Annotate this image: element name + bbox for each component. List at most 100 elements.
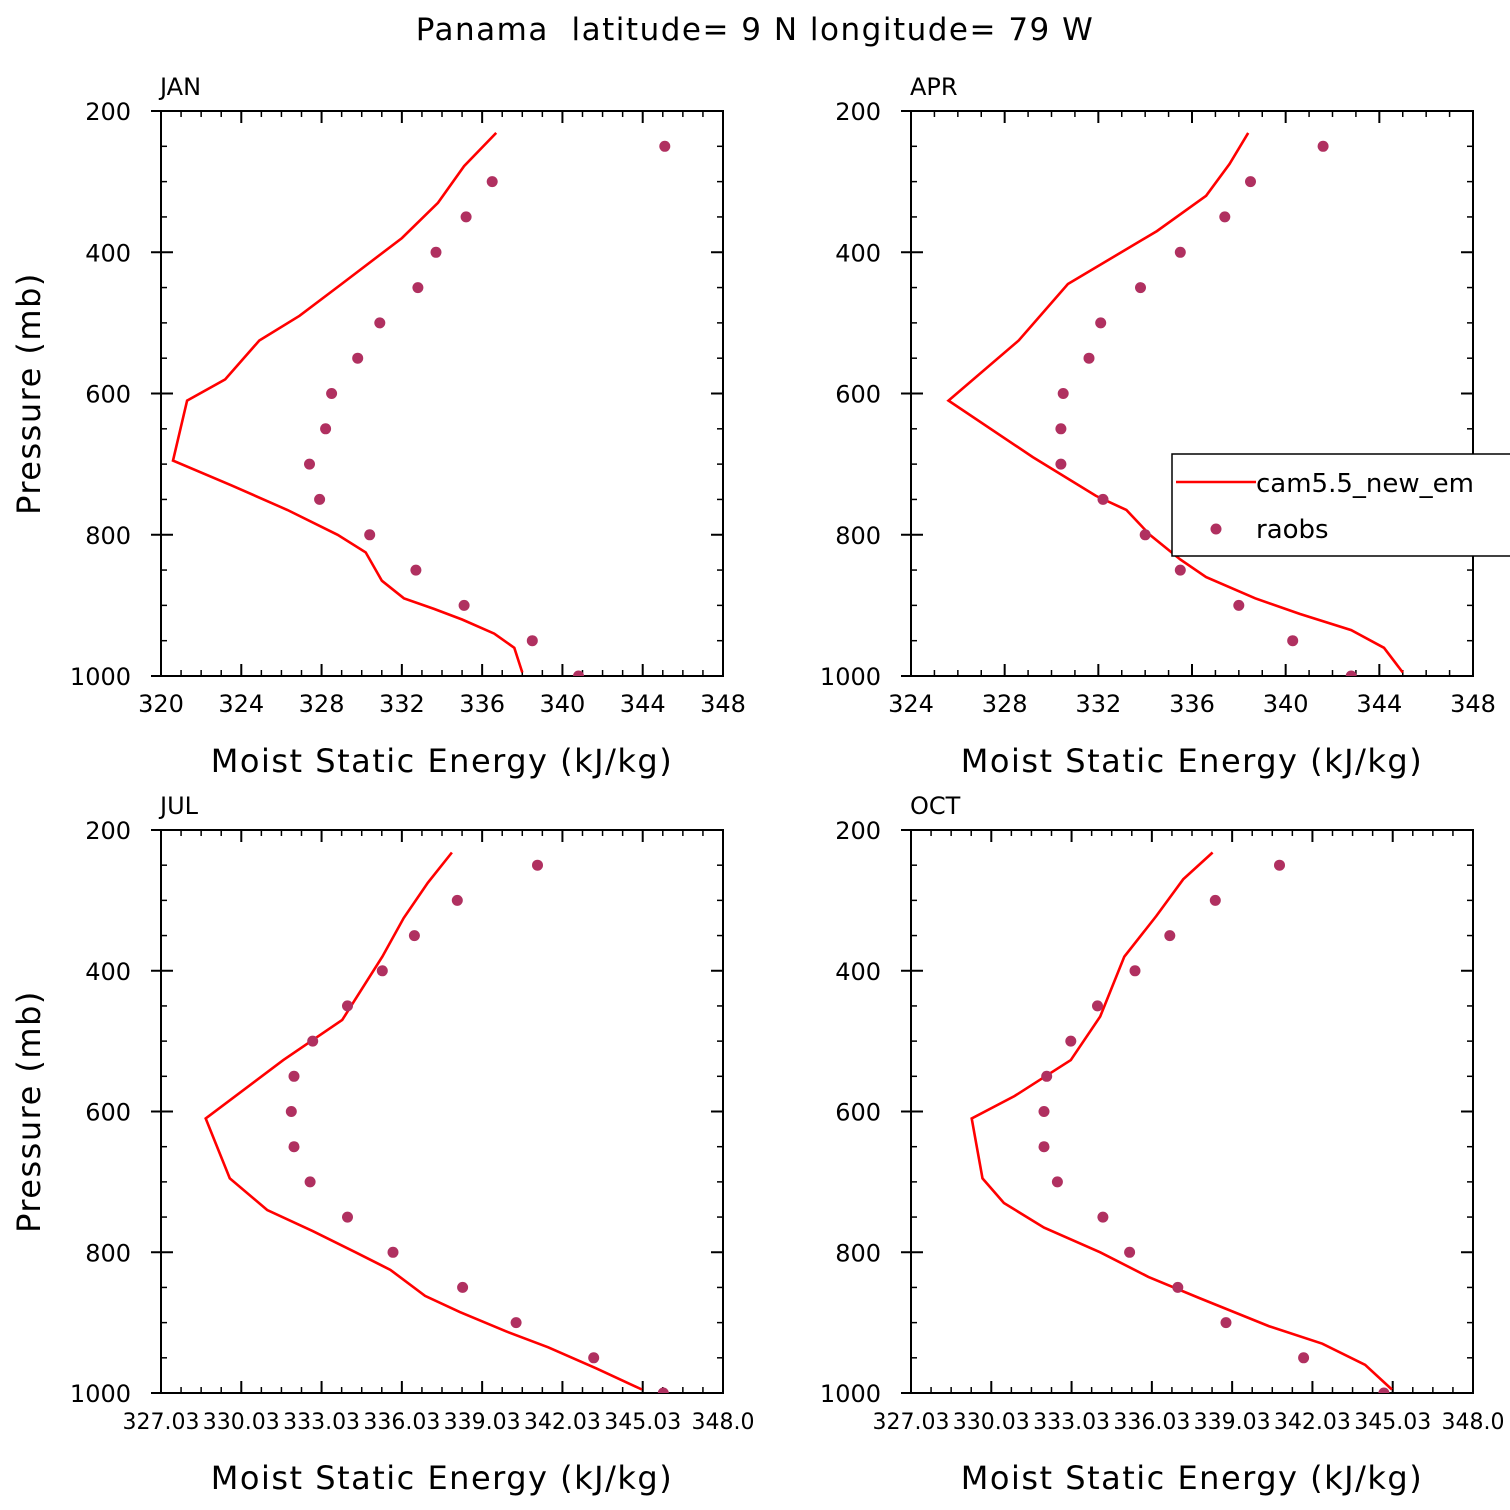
y-axis-title: Pressure (mb) — [10, 990, 48, 1233]
x-tick-label: 332 — [1075, 690, 1121, 718]
obs-point — [526, 635, 538, 647]
obs-point — [1287, 635, 1299, 647]
x-tick-label: 333.03 — [283, 1410, 360, 1435]
x-tick-label: 327.03 — [123, 1410, 200, 1435]
x-axis-title: Moist Static Energy (kJ/kg) — [211, 1459, 673, 1497]
obs-point — [326, 388, 338, 399]
plot-frame — [910, 110, 1474, 677]
x-tick-label: 332 — [379, 690, 425, 718]
x-tick-label: 336.03 — [1113, 1410, 1190, 1435]
x-tick-label: 348 — [1450, 690, 1496, 718]
x-tick-label: 342.03 — [1274, 1410, 1351, 1435]
y-tick-label: 600 — [85, 381, 131, 409]
obs-point — [451, 894, 463, 906]
obs-point — [387, 1246, 399, 1258]
obs-point — [1135, 282, 1146, 294]
obs-point — [352, 352, 364, 364]
y-tick-label: 600 — [835, 381, 881, 409]
obs-point — [288, 1141, 300, 1153]
legend-label: raobs — [1256, 515, 1329, 545]
x-tick-label: 339.03 — [444, 1410, 521, 1435]
x-tick-label: 327.03 — [873, 1410, 950, 1435]
y-tick-label: 800 — [85, 522, 131, 550]
x-tick-label: 324 — [218, 690, 264, 718]
obs-point — [1317, 140, 1329, 152]
obs-point — [486, 176, 498, 188]
obs-point — [1174, 564, 1186, 576]
obs-point — [588, 1352, 600, 1364]
obs-point — [304, 458, 315, 470]
y-tick-label: 400 — [85, 958, 131, 986]
y-tick-label: 200 — [85, 98, 131, 126]
y-tick-label: 400 — [835, 239, 881, 267]
x-tick-label: 336 — [459, 690, 505, 718]
x-tick-label: 336.03 — [363, 1410, 440, 1435]
x-tick-label: 344 — [1356, 690, 1402, 718]
obs-point — [573, 670, 584, 676]
obs-point — [457, 1281, 469, 1293]
plot-frame — [160, 829, 724, 1394]
obs-point — [1219, 211, 1231, 223]
x-tick-label: 328 — [299, 690, 345, 718]
obs-point — [1209, 894, 1221, 906]
plot-area — [171, 131, 671, 676]
plot-frame — [910, 829, 1474, 1394]
obs-point — [285, 1106, 297, 1117]
x-tick-label: 348.0 — [692, 1410, 755, 1435]
x-tick-label: 340 — [1263, 690, 1309, 718]
y-tick-label: 800 — [835, 1239, 881, 1267]
obs-point — [412, 282, 424, 294]
x-tick-label: 345.03 — [604, 1410, 681, 1435]
obs-point — [1097, 493, 1109, 505]
y-tick-label: 1000 — [820, 663, 881, 691]
obs-point — [374, 317, 386, 329]
obs-point — [1139, 529, 1151, 541]
legend-dot-swatch — [1210, 523, 1222, 535]
panel-label: JUL — [158, 792, 199, 820]
obs-point — [1164, 930, 1176, 942]
x-axis-title: Moist Static Energy (kJ/kg) — [211, 742, 673, 780]
obs-point — [460, 211, 472, 223]
x-tick-label: 330.03 — [953, 1410, 1030, 1435]
obs-point — [304, 1176, 316, 1188]
obs-point — [1083, 352, 1095, 364]
plot-area — [946, 132, 1404, 676]
obs-point — [1057, 388, 1069, 399]
y-tick-label: 1000 — [70, 1380, 131, 1408]
obs-point — [1041, 1070, 1053, 1082]
model-line — [970, 851, 1393, 1391]
x-tick-label: 344 — [620, 690, 666, 718]
obs-point — [1051, 1176, 1063, 1188]
obs-point — [342, 1211, 353, 1223]
x-tick-label: 333.03 — [1033, 1410, 1110, 1435]
x-tick-label: 340 — [540, 690, 586, 718]
x-tick-label: 345.03 — [1354, 1410, 1431, 1435]
panel-label: APR — [910, 73, 958, 101]
obs-point — [458, 599, 470, 611]
obs-point — [1220, 1317, 1232, 1329]
obs-point — [408, 930, 420, 942]
y-tick-label: 1000 — [70, 663, 131, 691]
x-tick-label: 324 — [888, 690, 934, 718]
plot-area — [204, 851, 669, 1393]
obs-point — [1129, 965, 1141, 977]
obs-point — [1038, 1106, 1050, 1117]
obs-point — [1055, 458, 1067, 470]
obs-point — [307, 1035, 319, 1047]
y-tick-label: 200 — [835, 98, 881, 126]
legend-box — [1171, 453, 1510, 557]
panel-label: JAN — [158, 73, 201, 101]
x-tick-label: 320 — [138, 690, 184, 718]
obs-point — [1092, 1000, 1103, 1012]
obs-point — [1097, 1211, 1109, 1223]
x-tick-label: 328 — [982, 690, 1028, 718]
y-axis-title: Pressure (mb) — [10, 272, 48, 515]
y-tick-label: 400 — [85, 239, 131, 267]
x-tick-label: 348.0 — [1442, 1410, 1505, 1435]
obs-point — [376, 965, 388, 977]
obs-point — [532, 859, 543, 871]
x-tick-label: 339.03 — [1194, 1410, 1271, 1435]
model-line — [171, 131, 524, 673]
figure-title: Panama latitude= 9 N longitude= 79 W — [415, 12, 1095, 48]
